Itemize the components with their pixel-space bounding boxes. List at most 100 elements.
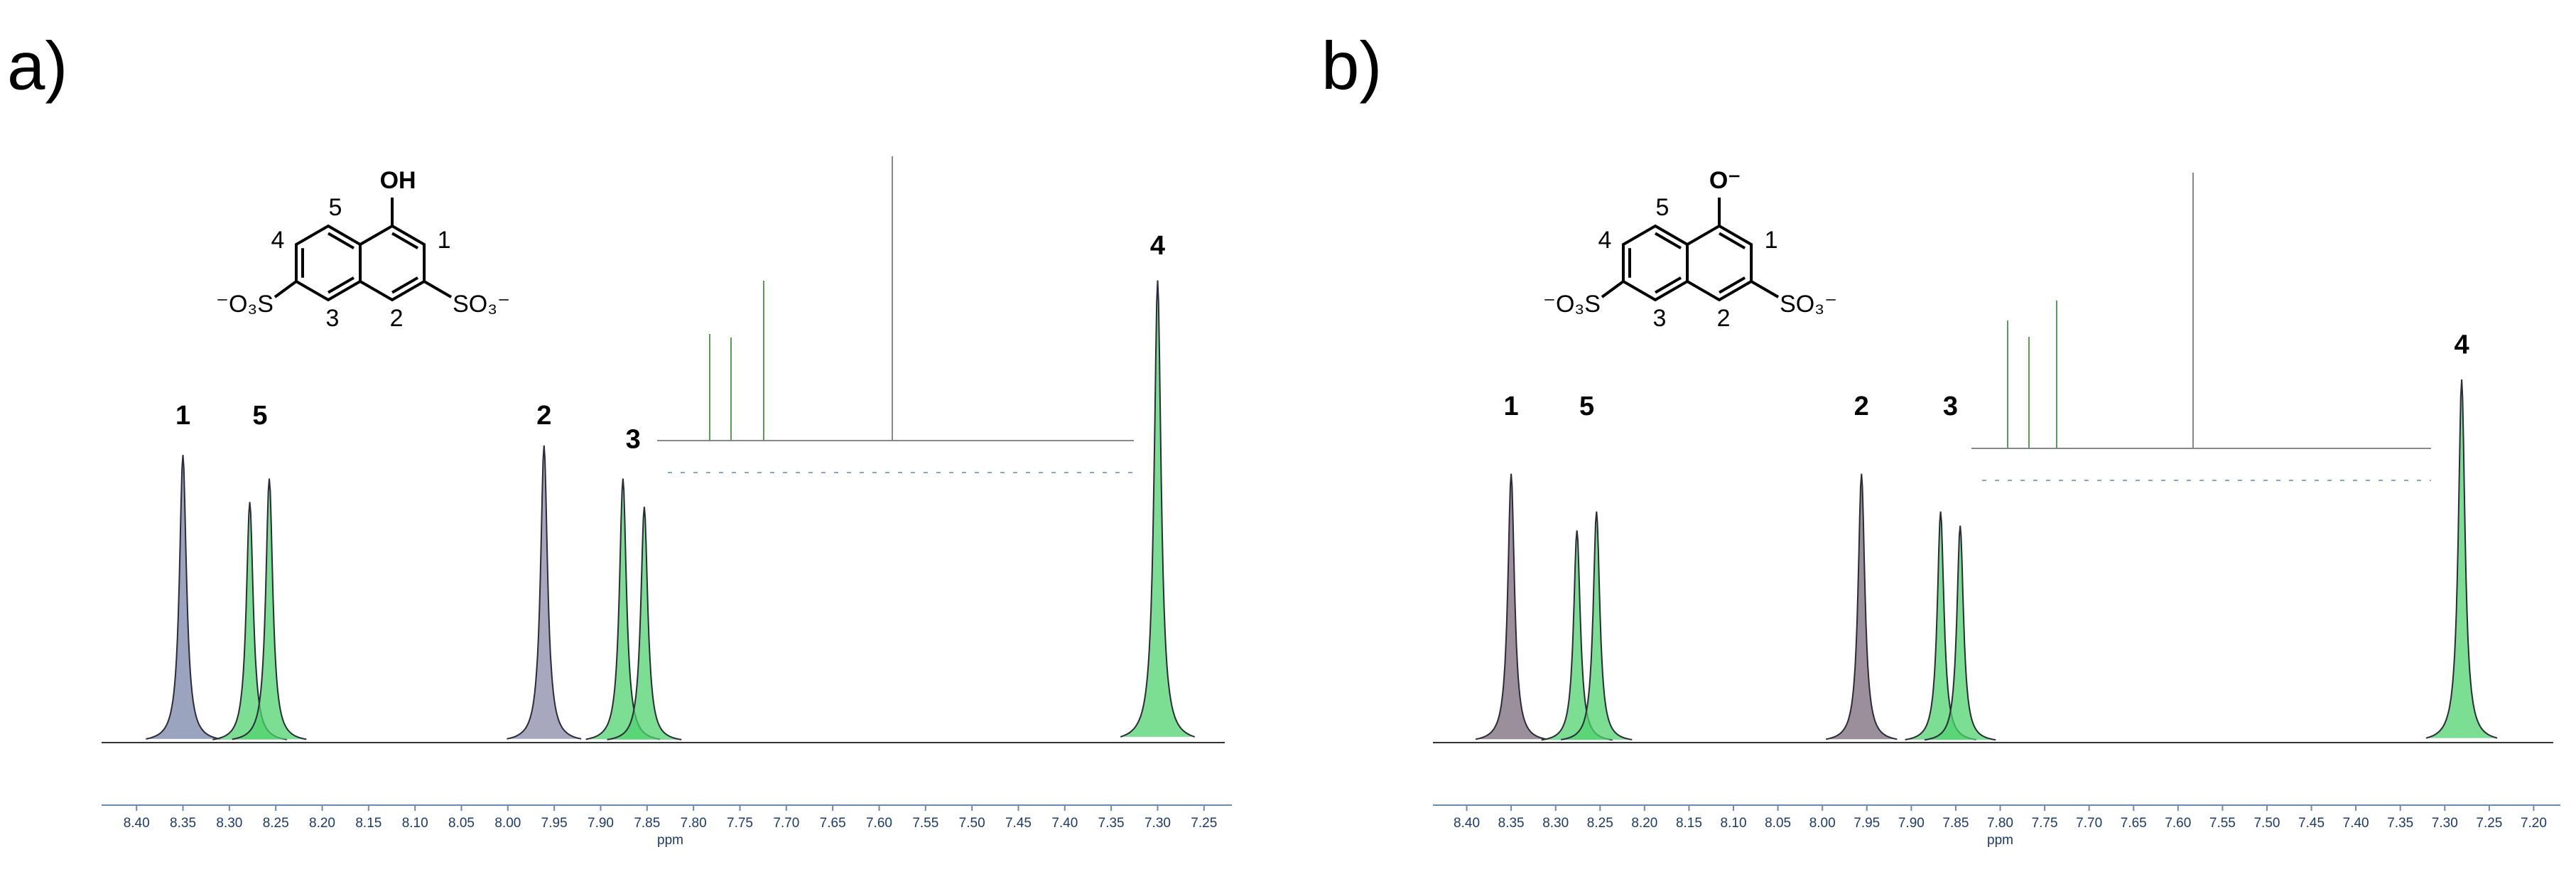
x-tick-label: 8.10 (402, 816, 428, 831)
peak (146, 455, 220, 740)
x-tick-label: 8.20 (1631, 816, 1657, 831)
position-number: 1 (438, 227, 451, 254)
x-tick-label: 8.15 (355, 816, 381, 831)
peak (1924, 525, 1996, 741)
peak (1120, 280, 1195, 738)
x-tick-label: 8.30 (1542, 816, 1569, 831)
ring (1686, 224, 1753, 302)
double-bond (391, 232, 419, 249)
peak (1561, 511, 1633, 740)
peak-label: 1 (1504, 392, 1519, 421)
peak-label: 2 (1854, 392, 1869, 421)
x-tick-label: 8.25 (263, 816, 289, 831)
double-bond (327, 276, 355, 294)
x-tick-label: 7.45 (1005, 816, 1032, 831)
x-tick-label: 8.05 (1765, 816, 1791, 831)
x-tick-label: 7.50 (959, 816, 985, 831)
x-tick-label: 7.35 (1098, 816, 1125, 831)
x-tick-label: 8.05 (448, 816, 475, 831)
x-tick-label: 7.50 (2253, 816, 2280, 831)
right-group: SO₃⁻ (1780, 291, 1837, 318)
x-axis-label: ppm (657, 833, 683, 848)
peak (507, 445, 582, 740)
double-bond (1719, 276, 1746, 294)
left-group: ⁻O₃S (1543, 291, 1601, 318)
panel-label: b) (1321, 28, 1382, 104)
double-bond (1654, 276, 1682, 294)
x-tick-label: 8.15 (1676, 816, 1702, 831)
position-number: 5 (329, 194, 342, 221)
right-group: SO₃⁻ (453, 291, 510, 318)
position-number: 3 (1653, 305, 1667, 332)
x-tick-label: 8.25 (1587, 816, 1613, 831)
ring (1621, 224, 1689, 302)
x-tick-label: 8.00 (1809, 816, 1836, 831)
x-tick-label: 7.75 (727, 816, 753, 831)
peak-label: 3 (626, 424, 641, 454)
bond (274, 280, 298, 298)
x-tick-label: 8.40 (124, 816, 150, 831)
substituent: OH (380, 167, 416, 194)
x-axis-label: ppm (1987, 833, 2013, 848)
peak-label: 5 (252, 401, 267, 431)
x-tick-label: 7.75 (2032, 816, 2058, 831)
bond (1750, 280, 1780, 298)
ring (359, 224, 426, 302)
x-tick-label: 7.30 (2432, 816, 2458, 831)
position-number: 4 (1598, 227, 1612, 254)
position-number: 3 (326, 305, 340, 332)
x-tick-label: 7.90 (588, 816, 614, 831)
x-tick-label: 7.30 (1144, 816, 1171, 831)
inset-b (1971, 173, 2431, 481)
peak (1825, 473, 1898, 740)
x-tick-label: 8.30 (216, 816, 242, 831)
x-tick-label: 7.65 (2121, 816, 2147, 831)
x-tick-label: 8.35 (1498, 816, 1525, 831)
left-group: ⁻O₃S (216, 291, 274, 318)
x-tick-label: 7.85 (634, 816, 660, 831)
inset-a (657, 156, 1134, 473)
x-tick-label: 8.40 (1454, 816, 1480, 831)
x-tick-label: 7.45 (2298, 816, 2325, 831)
x-tick-label: 8.35 (170, 816, 196, 831)
peak-label: 3 (1943, 392, 1958, 421)
bond (423, 280, 453, 298)
x-tick-label: 7.55 (2209, 816, 2236, 831)
x-tick-label: 7.40 (1051, 816, 1078, 831)
peak (2425, 379, 2498, 739)
peak-label: 4 (1150, 231, 1165, 261)
x-tick-label: 8.10 (1721, 816, 1747, 831)
peak-label: 4 (2455, 330, 2469, 360)
x-tick-label: 7.35 (2387, 816, 2413, 831)
peak (1475, 473, 1547, 740)
peak-label: 2 (536, 401, 551, 431)
peak-label: 5 (1579, 392, 1594, 421)
x-tick-label: 7.65 (820, 816, 846, 831)
x-tick-label: 7.20 (2521, 816, 2547, 831)
peak (607, 507, 682, 740)
position-number: 5 (1656, 194, 1669, 221)
bond (1601, 280, 1625, 298)
double-bond (1719, 232, 1746, 249)
x-tick-label: 7.25 (1191, 816, 1217, 831)
x-tick-label: 7.95 (1853, 816, 1880, 831)
x-tick-label: 8.00 (494, 816, 521, 831)
double-bond (391, 276, 419, 294)
x-tick-label: 7.90 (1898, 816, 1925, 831)
position-number: 2 (1717, 305, 1731, 332)
x-tick-label: 7.85 (1942, 816, 1969, 831)
x-tick-label: 7.80 (1987, 816, 2013, 831)
x-tick-label: 7.25 (2476, 816, 2502, 831)
position-number: 1 (1765, 227, 1778, 254)
x-tick-label: 7.55 (912, 816, 938, 831)
peak-label: 1 (175, 401, 190, 431)
x-tick-label: 7.70 (773, 816, 799, 831)
position-number: 2 (390, 305, 404, 332)
ring (294, 224, 362, 302)
x-tick-label: 7.70 (2076, 816, 2102, 831)
position-number: 4 (271, 227, 285, 254)
x-tick-label: 7.80 (681, 816, 707, 831)
x-tick-label: 8.20 (309, 816, 335, 831)
x-tick-label: 7.40 (2343, 816, 2369, 831)
